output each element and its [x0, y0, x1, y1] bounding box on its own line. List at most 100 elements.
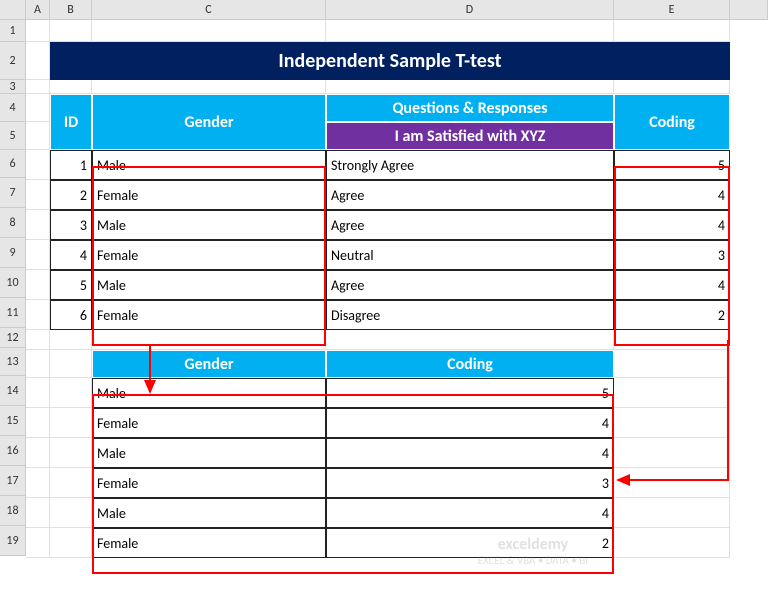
cell[interactable]: [26, 270, 50, 300]
cell[interactable]: [614, 330, 730, 350]
cell[interactable]: [614, 350, 730, 378]
cell[interactable]: [26, 122, 50, 150]
cell[interactable]: [92, 330, 326, 350]
cell-response[interactable]: Agree: [326, 210, 614, 240]
cell[interactable]: [26, 330, 50, 350]
cell[interactable]: [26, 498, 50, 528]
row-header[interactable]: 7: [0, 178, 26, 208]
cell[interactable]: [26, 150, 50, 180]
cell-response[interactable]: Strongly Agree: [326, 150, 614, 180]
row-header[interactable]: 1: [0, 20, 26, 42]
cell[interactable]: [50, 468, 92, 498]
cell-coding[interactable]: 5: [326, 378, 614, 408]
cell-coding[interactable]: 4: [614, 180, 730, 210]
cell[interactable]: [614, 438, 730, 468]
row-header[interactable]: 12: [0, 328, 26, 348]
cell-gender[interactable]: Male: [92, 150, 326, 180]
cell-gender[interactable]: Male: [92, 270, 326, 300]
cell[interactable]: [92, 20, 326, 42]
cell-id[interactable]: 6: [50, 300, 92, 330]
cell[interactable]: [26, 20, 50, 42]
cell[interactable]: [614, 498, 730, 528]
cell-coding[interactable]: 4: [326, 438, 614, 468]
cell[interactable]: [26, 180, 50, 210]
row-header[interactable]: 15: [0, 406, 26, 436]
cell[interactable]: [50, 378, 92, 408]
row-header[interactable]: 3: [0, 80, 26, 94]
cell-response[interactable]: Neutral: [326, 240, 614, 270]
col-header-A[interactable]: A: [26, 0, 50, 19]
cell-id[interactable]: 3: [50, 210, 92, 240]
cell[interactable]: [614, 20, 730, 42]
cell[interactable]: [26, 350, 50, 378]
header-coding-2[interactable]: Coding: [326, 350, 614, 378]
cell[interactable]: [326, 20, 614, 42]
cell[interactable]: [50, 330, 92, 350]
row-header[interactable]: 13: [0, 348, 26, 376]
cell-coding[interactable]: 4: [614, 210, 730, 240]
header-satisfied[interactable]: I am Satisfied with XYZ: [326, 122, 614, 150]
cell[interactable]: [50, 80, 92, 94]
cell[interactable]: [26, 528, 50, 558]
row-header[interactable]: 9: [0, 238, 26, 268]
cell[interactable]: [26, 300, 50, 330]
cell-response[interactable]: Disagree: [326, 300, 614, 330]
cell-gender[interactable]: Female: [92, 408, 326, 438]
row-header[interactable]: 2: [0, 42, 26, 80]
title-cell[interactable]: Independent Sample T-test: [50, 42, 730, 80]
cell[interactable]: [26, 468, 50, 498]
cell-coding[interactable]: 3: [326, 468, 614, 498]
cell-gender[interactable]: Female: [92, 528, 326, 558]
cell-gender[interactable]: Male: [92, 210, 326, 240]
cell[interactable]: [26, 42, 50, 80]
cell-response[interactable]: Agree: [326, 180, 614, 210]
cell-coding[interactable]: 4: [326, 498, 614, 528]
cell[interactable]: [26, 438, 50, 468]
cell-coding[interactable]: 5: [614, 150, 730, 180]
cell-id[interactable]: 5: [50, 270, 92, 300]
cell[interactable]: [26, 94, 50, 122]
col-header-C[interactable]: C: [92, 0, 326, 19]
cell[interactable]: [26, 210, 50, 240]
cell[interactable]: [614, 528, 730, 558]
cell[interactable]: [614, 468, 730, 498]
col-header-B[interactable]: B: [50, 0, 92, 19]
cell[interactable]: [50, 408, 92, 438]
row-header[interactable]: 19: [0, 526, 26, 556]
cell-id[interactable]: 1: [50, 150, 92, 180]
cell[interactable]: [614, 408, 730, 438]
row-header[interactable]: 16: [0, 436, 26, 466]
cell[interactable]: [26, 378, 50, 408]
cell[interactable]: [326, 330, 614, 350]
col-header-blank[interactable]: [730, 0, 768, 19]
header-gender[interactable]: Gender: [92, 94, 326, 150]
row-header[interactable]: 11: [0, 298, 26, 328]
row-header[interactable]: 5: [0, 122, 26, 150]
cell-coding[interactable]: 2: [326, 528, 614, 558]
cell[interactable]: [92, 80, 326, 94]
header-coding[interactable]: Coding: [614, 94, 730, 150]
cell[interactable]: [614, 378, 730, 408]
col-header-D[interactable]: D: [326, 0, 614, 19]
cell-gender[interactable]: Female: [92, 180, 326, 210]
row-header[interactable]: 14: [0, 376, 26, 406]
cell[interactable]: [26, 80, 50, 94]
cell-gender[interactable]: Female: [92, 240, 326, 270]
cell-gender[interactable]: Male: [92, 378, 326, 408]
row-header[interactable]: 8: [0, 208, 26, 238]
cell-gender[interactable]: Female: [92, 468, 326, 498]
cell-gender[interactable]: Male: [92, 498, 326, 528]
cell-coding[interactable]: 3: [614, 240, 730, 270]
cell[interactable]: [50, 438, 92, 468]
cell[interactable]: [26, 408, 50, 438]
header-gender-2[interactable]: Gender: [92, 350, 326, 378]
cell-id[interactable]: 2: [50, 180, 92, 210]
cell-gender[interactable]: Male: [92, 438, 326, 468]
cell[interactable]: [614, 80, 730, 94]
row-header[interactable]: 4: [0, 94, 26, 122]
cell-gender[interactable]: Female: [92, 300, 326, 330]
cell-response[interactable]: Agree: [326, 270, 614, 300]
row-header[interactable]: 17: [0, 466, 26, 496]
cell-coding[interactable]: 4: [614, 270, 730, 300]
corner-cell[interactable]: [0, 0, 26, 19]
